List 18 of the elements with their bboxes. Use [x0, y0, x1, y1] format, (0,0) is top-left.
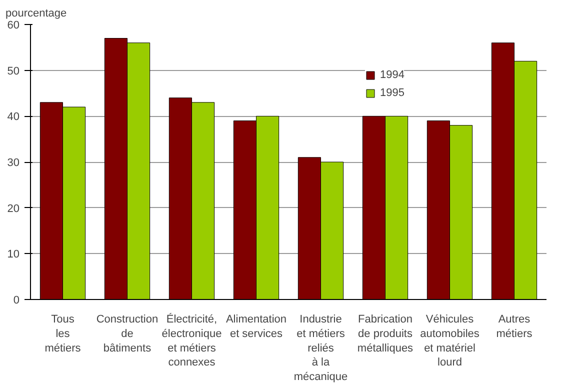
x-tick-label: Construction de bâtiments: [96, 314, 158, 354]
y-axis-title: pourcentage: [6, 8, 67, 20]
y-tick-label: 30: [7, 157, 20, 169]
x-tick-label: Véhicules automobiles et matériel lourd: [420, 314, 480, 369]
x-tick-label: Électricité, électronique et métiers connexes: [162, 312, 222, 369]
y-tick-label: 40: [7, 111, 20, 124]
y-tick-label: 20: [7, 202, 20, 215]
x-tick-label: Alimentation et services: [226, 314, 287, 340]
y-tick-label: 10: [7, 248, 20, 261]
legend-label: 1994: [380, 69, 404, 81]
x-tick-label: Industrie et métiers reliés à la mécanique: [294, 314, 348, 384]
y-tick-label: 0: [13, 294, 20, 306]
x-tick-label: Tous les métiers: [44, 314, 82, 354]
x-tick-label: Fabrication de produits métalliques: [357, 314, 414, 354]
legend-label: 1995: [380, 87, 404, 99]
x-tick-label: Autres métiers: [496, 314, 533, 340]
y-tick-label: 50: [7, 65, 20, 78]
y-tick-label: 60: [7, 20, 20, 32]
